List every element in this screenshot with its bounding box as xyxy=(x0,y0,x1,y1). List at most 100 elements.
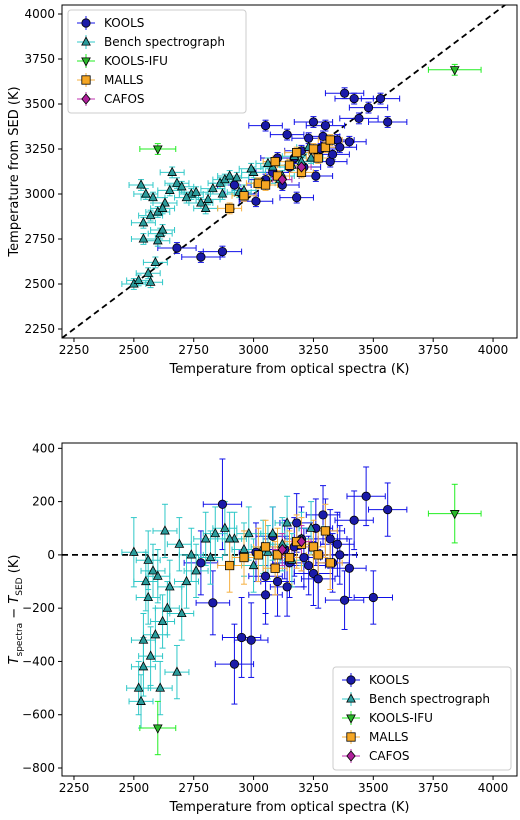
legend-label: Bench spectrograph xyxy=(369,692,490,706)
point-bench-spectrograph xyxy=(152,570,163,580)
x-tick-label: 3000 xyxy=(238,343,269,357)
point-kools xyxy=(208,598,218,608)
y-tick-label: 2250 xyxy=(24,322,55,336)
legend-label: KOOLS xyxy=(369,673,409,687)
point-malls xyxy=(284,160,295,170)
point-bench-spectrograph xyxy=(172,177,182,187)
legend-label: CAFOS xyxy=(104,92,145,106)
point-bench-spectrograph xyxy=(181,191,192,202)
point-kools xyxy=(325,534,335,544)
legend-marker xyxy=(81,93,91,105)
point-kools xyxy=(196,558,206,568)
point-bench-spectrograph xyxy=(150,256,161,266)
y-tick-label: 4000 xyxy=(24,7,55,21)
point-bench-spectrograph xyxy=(136,179,146,189)
point-kools xyxy=(172,243,182,253)
legend-label: CAFOS xyxy=(369,749,410,763)
legend-marker xyxy=(81,18,91,28)
x-tick-label: 2250 xyxy=(59,343,90,357)
legend-marker xyxy=(346,693,356,703)
point-malls xyxy=(313,550,323,560)
y-label-part: SED xyxy=(15,577,25,595)
point-kools xyxy=(282,582,292,592)
point-bench-spectrograph xyxy=(205,551,216,562)
x-tick-label: 3750 xyxy=(418,343,449,357)
legend-marker xyxy=(81,75,91,85)
y-tick-label: −800 xyxy=(22,761,55,775)
point-malls xyxy=(260,542,271,552)
legend-item: KOOLS xyxy=(342,673,409,687)
point-bench-spectrograph xyxy=(196,197,206,207)
point-bench-spectrograph xyxy=(128,546,139,556)
point-bench-spectrograph xyxy=(138,217,149,227)
y-label-part: T xyxy=(7,655,22,664)
point-bench-spectrograph xyxy=(143,591,154,602)
point-bench-spectrograph xyxy=(231,172,242,182)
point-kools xyxy=(339,88,350,98)
point-bench-spectrograph xyxy=(138,661,149,671)
x-tick-label: 2250 xyxy=(59,781,90,795)
legend-box xyxy=(332,666,512,771)
legend-item: KOOLS-IFU xyxy=(77,54,168,68)
point-bench-spectrograph xyxy=(140,188,151,198)
y-tick-label: 0 xyxy=(47,548,55,562)
legend-item: KOOLS-IFU xyxy=(342,711,433,725)
legend-item: Bench spectrograph xyxy=(77,35,225,49)
point-malls xyxy=(292,147,302,158)
point-kools xyxy=(292,193,302,203)
point-bench-spectrograph xyxy=(138,233,149,243)
point-bench-spectrograph xyxy=(200,533,211,543)
point-malls xyxy=(260,180,271,190)
legend-item: CAFOS xyxy=(77,92,145,106)
point-bench-spectrograph xyxy=(172,666,182,676)
y-tick-label: 3750 xyxy=(24,52,55,66)
markers xyxy=(128,491,460,734)
legend-label: KOOLS-IFU xyxy=(104,54,168,68)
point-malls xyxy=(313,153,323,163)
legend-item: CAFOS xyxy=(342,749,410,763)
point-bench-spectrograph xyxy=(203,193,213,203)
point-bench-spectrograph xyxy=(263,157,273,167)
point-bench-spectrograph xyxy=(150,629,161,639)
point-bench-spectrograph xyxy=(157,615,168,626)
point-kools xyxy=(318,510,328,520)
point-bench-spectrograph xyxy=(140,575,151,586)
legend-item: Bench spectrograph xyxy=(342,692,490,706)
y-label-part: − T xyxy=(7,595,22,623)
point-kools xyxy=(260,121,271,131)
point-bench-spectrograph xyxy=(145,276,156,286)
point-bench-spectrograph xyxy=(176,607,187,618)
point-malls xyxy=(253,550,263,560)
legend-marker xyxy=(346,675,356,685)
legend-marker xyxy=(346,732,356,742)
chart-1: 2250 2500 2750 3000 3250 3500 3750 4000 2250 2500… xyxy=(7,4,518,377)
y-tick-label: −400 xyxy=(22,654,55,668)
point-kools xyxy=(328,149,338,159)
point-kools xyxy=(292,518,302,528)
point-bench-spectrograph xyxy=(143,267,154,277)
x-tick-label: 2750 xyxy=(178,343,209,357)
legend-marker xyxy=(81,36,91,46)
point-bench-spectrograph xyxy=(267,527,278,538)
x-tick-label: 3500 xyxy=(358,781,389,795)
point-kools xyxy=(196,252,206,262)
legend: KOOLS Bench spectrograph KOOLS-IFU MALLS CAF… xyxy=(332,666,512,771)
point-bench-spectrograph xyxy=(306,522,316,532)
y-tick-label: 3500 xyxy=(24,97,55,111)
point-kools xyxy=(272,576,283,587)
point-bench-spectrograph xyxy=(217,188,228,198)
point-kools xyxy=(308,117,319,127)
point-kools-ifu xyxy=(152,145,163,155)
point-bench-spectrograph xyxy=(224,170,235,180)
point-kools xyxy=(344,137,354,147)
point-kools xyxy=(237,632,247,643)
point-malls xyxy=(320,526,331,536)
chart-2: 2250 2500 2750 3000 3250 3500 3750 4000−800−600… xyxy=(7,441,518,815)
point-malls xyxy=(325,558,335,568)
y-tick-label: 400 xyxy=(32,441,55,455)
point-malls xyxy=(270,563,280,573)
point-kools xyxy=(282,130,292,140)
point-bench-spectrograph xyxy=(143,554,154,564)
point-bench-spectrograph xyxy=(157,224,168,234)
